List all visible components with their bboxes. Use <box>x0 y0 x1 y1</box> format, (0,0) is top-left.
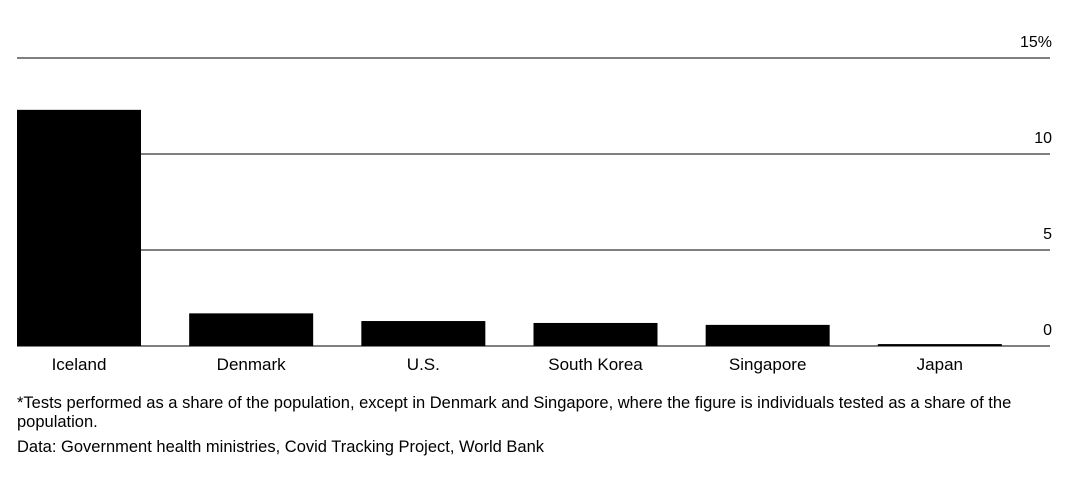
gridlines <box>17 57 1050 347</box>
x-axis-category-labels: Iceland Denmark U.S. South Korea Singapore Ja… <box>52 355 963 374</box>
x-tick-label: Japan <box>917 355 963 374</box>
chart-notes: *Tests performed as a share of the popul… <box>17 394 1047 457</box>
source-note: Data: Government health ministries, Covi… <box>17 438 544 456</box>
x-tick-label: Iceland <box>52 355 107 374</box>
x-tick-label: Denmark <box>217 355 286 374</box>
bar-u-s <box>361 321 486 346</box>
bars <box>17 109 1002 346</box>
bar-singapore <box>705 324 830 346</box>
x-tick-label: U.S. <box>407 355 440 374</box>
y-tick-label: 10 <box>1034 130 1052 147</box>
y-tick-label: 0 <box>1043 322 1052 339</box>
bar-south-korea <box>533 322 658 346</box>
x-tick-label: Singapore <box>729 355 807 374</box>
y-axis-tick-labels: 0 5 10 15% <box>1020 34 1052 339</box>
bar-japan <box>877 344 1002 346</box>
bar-iceland <box>17 109 141 346</box>
bar-chart: 0 5 10 15% Iceland Denmark U.S. South Korea Sin… <box>17 34 1052 374</box>
bar-denmark <box>189 313 314 346</box>
y-tick-label: 15% <box>1020 34 1052 51</box>
x-tick-label: South Korea <box>548 355 643 374</box>
footnote: *Tests performed as a share of the popul… <box>17 394 1012 431</box>
y-tick-label: 5 <box>1043 226 1052 243</box>
